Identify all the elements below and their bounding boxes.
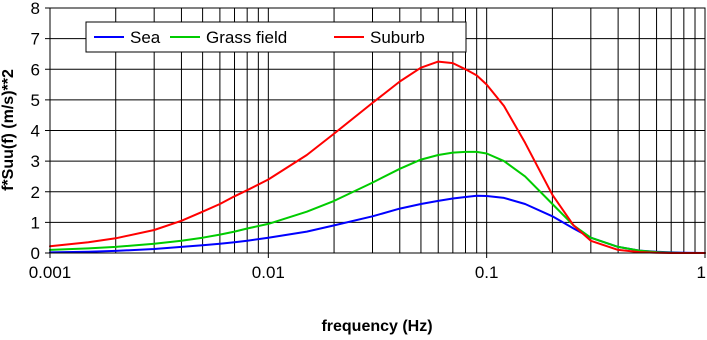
y-axis-title: f*Suu(f) (m/s)**2 [0,69,17,191]
series-line-suburb [49,60,706,254]
x-tick-label: 0.001 [29,263,72,282]
y-tick-label: 4 [31,122,40,141]
legend: Sea Grass field Suburb [85,21,467,53]
x-tick-label: 0.01 [252,263,285,282]
y-tick-label: 1 [31,213,40,232]
y-tick-label: 5 [31,91,40,110]
y-tick-label: 7 [31,30,40,49]
x-axis-ticks: 0.001 0.01 0.1 1 [29,253,706,282]
legend-label-sea: Sea [130,28,161,47]
y-tick-label: 2 [31,183,40,202]
y-tick-label: 8 [31,0,40,18]
y-tick-label: 6 [31,60,40,79]
y-axis-ticks: 0 1 2 3 4 5 6 7 8 [31,0,50,263]
legend-label-grass-field: Grass field [206,28,287,47]
series-layer [49,60,706,254]
legend-label-suburb: Suburb [370,28,425,47]
x-tick-label: 0.1 [475,263,499,282]
y-tick-label: 0 [31,244,40,263]
x-axis-title: frequency (Hz) [321,318,432,335]
x-tick-label: 1 [697,263,706,282]
legend-box [85,21,467,53]
series-line-grass-field [49,150,706,254]
y-tick-label: 3 [31,152,40,171]
